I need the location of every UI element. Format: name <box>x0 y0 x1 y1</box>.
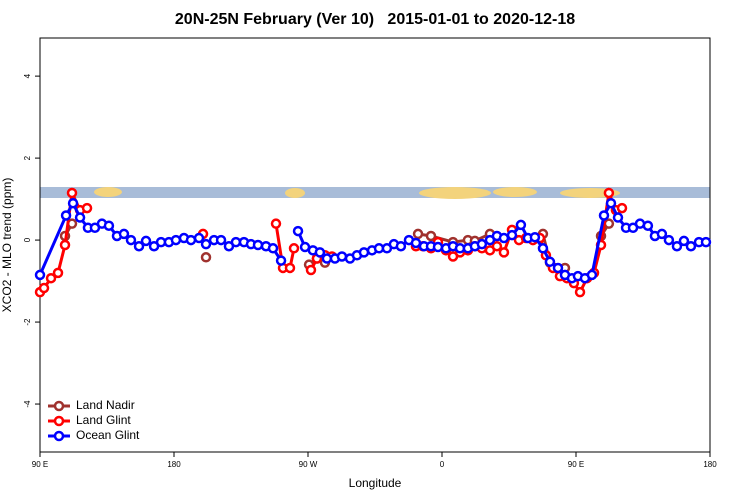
data-point <box>656 228 668 240</box>
map-land <box>94 187 122 197</box>
data-point <box>642 220 654 231</box>
data-point <box>34 269 46 281</box>
x-tick-label: 90 W <box>299 460 318 469</box>
data-point <box>336 251 348 262</box>
x-tick-label: 90 E <box>568 460 584 469</box>
y-tick-label: 4 <box>23 73 32 78</box>
data-point <box>252 239 264 251</box>
data-point <box>103 220 115 231</box>
data-point <box>529 231 541 243</box>
data-point <box>45 272 57 284</box>
data-point <box>170 234 182 246</box>
data-point <box>586 269 598 281</box>
data-point <box>185 234 197 246</box>
data-point <box>200 238 212 250</box>
x-tick-label: 180 <box>167 460 181 469</box>
data-point <box>270 218 282 229</box>
data-point <box>284 262 296 274</box>
data-point <box>38 282 50 294</box>
data-point <box>60 210 72 221</box>
data-point <box>305 264 317 276</box>
data-point <box>215 234 227 246</box>
legend-marker <box>53 415 65 427</box>
data-point <box>358 247 370 258</box>
data-point <box>515 219 527 231</box>
data-point <box>133 240 145 252</box>
data-point <box>275 255 287 266</box>
y-tick-label: 0 <box>23 237 32 242</box>
map-land <box>493 187 537 197</box>
data-point <box>700 236 712 248</box>
data-point <box>395 240 407 252</box>
data-point <box>432 241 444 253</box>
data-point <box>410 237 422 249</box>
data-point <box>200 252 212 263</box>
data-point <box>412 228 424 240</box>
data-point <box>292 225 304 237</box>
data-point <box>125 234 137 246</box>
y-tick-label: -4 <box>23 400 32 408</box>
legend-marker <box>53 430 65 442</box>
data-point <box>603 187 615 199</box>
map-land <box>419 187 491 199</box>
y-axis-label: XCO2 - MLO trend (ppm) <box>0 178 14 313</box>
data-point <box>685 240 697 252</box>
data-point <box>288 243 300 254</box>
y-tick-label: 2 <box>23 155 32 160</box>
data-point <box>598 210 610 221</box>
data-point <box>537 243 549 254</box>
data-point <box>59 239 71 251</box>
data-point <box>267 243 279 254</box>
data-point <box>476 238 488 250</box>
data-point <box>66 187 78 199</box>
data-point <box>678 235 690 247</box>
data-point <box>74 212 86 223</box>
chart-title: 20N-25N February (Ver 10) 2015-01-01 to … <box>175 11 575 28</box>
data-point <box>193 232 205 244</box>
data-point <box>52 267 64 279</box>
x-tick-label: 0 <box>440 460 445 469</box>
data-point <box>81 202 93 214</box>
x-tick-label: 90 E <box>32 460 48 469</box>
data-point <box>671 240 683 252</box>
map-ocean <box>40 187 710 198</box>
y-tick-label: -2 <box>23 318 32 326</box>
data-point <box>314 247 326 258</box>
data-point <box>140 235 152 247</box>
legend-label: Land Nadir <box>76 398 135 412</box>
data-point <box>506 229 518 241</box>
data-point <box>491 240 503 252</box>
data-point <box>67 197 79 209</box>
legend-label: Ocean Glint <box>76 428 140 442</box>
data-point <box>616 202 628 214</box>
data-point <box>544 256 556 268</box>
x-axis-label: Longitude <box>349 476 402 490</box>
data-point <box>612 212 624 223</box>
data-point <box>574 286 586 298</box>
data-point <box>552 262 564 274</box>
data-point <box>425 230 437 242</box>
data-point <box>605 197 617 209</box>
map-land <box>285 188 305 198</box>
data-point <box>118 228 130 240</box>
data-point <box>498 247 510 258</box>
data-point <box>663 234 675 246</box>
x-tick-label: 180 <box>703 460 717 469</box>
legend-marker <box>53 400 65 412</box>
legend-label: Land Glint <box>76 413 131 427</box>
